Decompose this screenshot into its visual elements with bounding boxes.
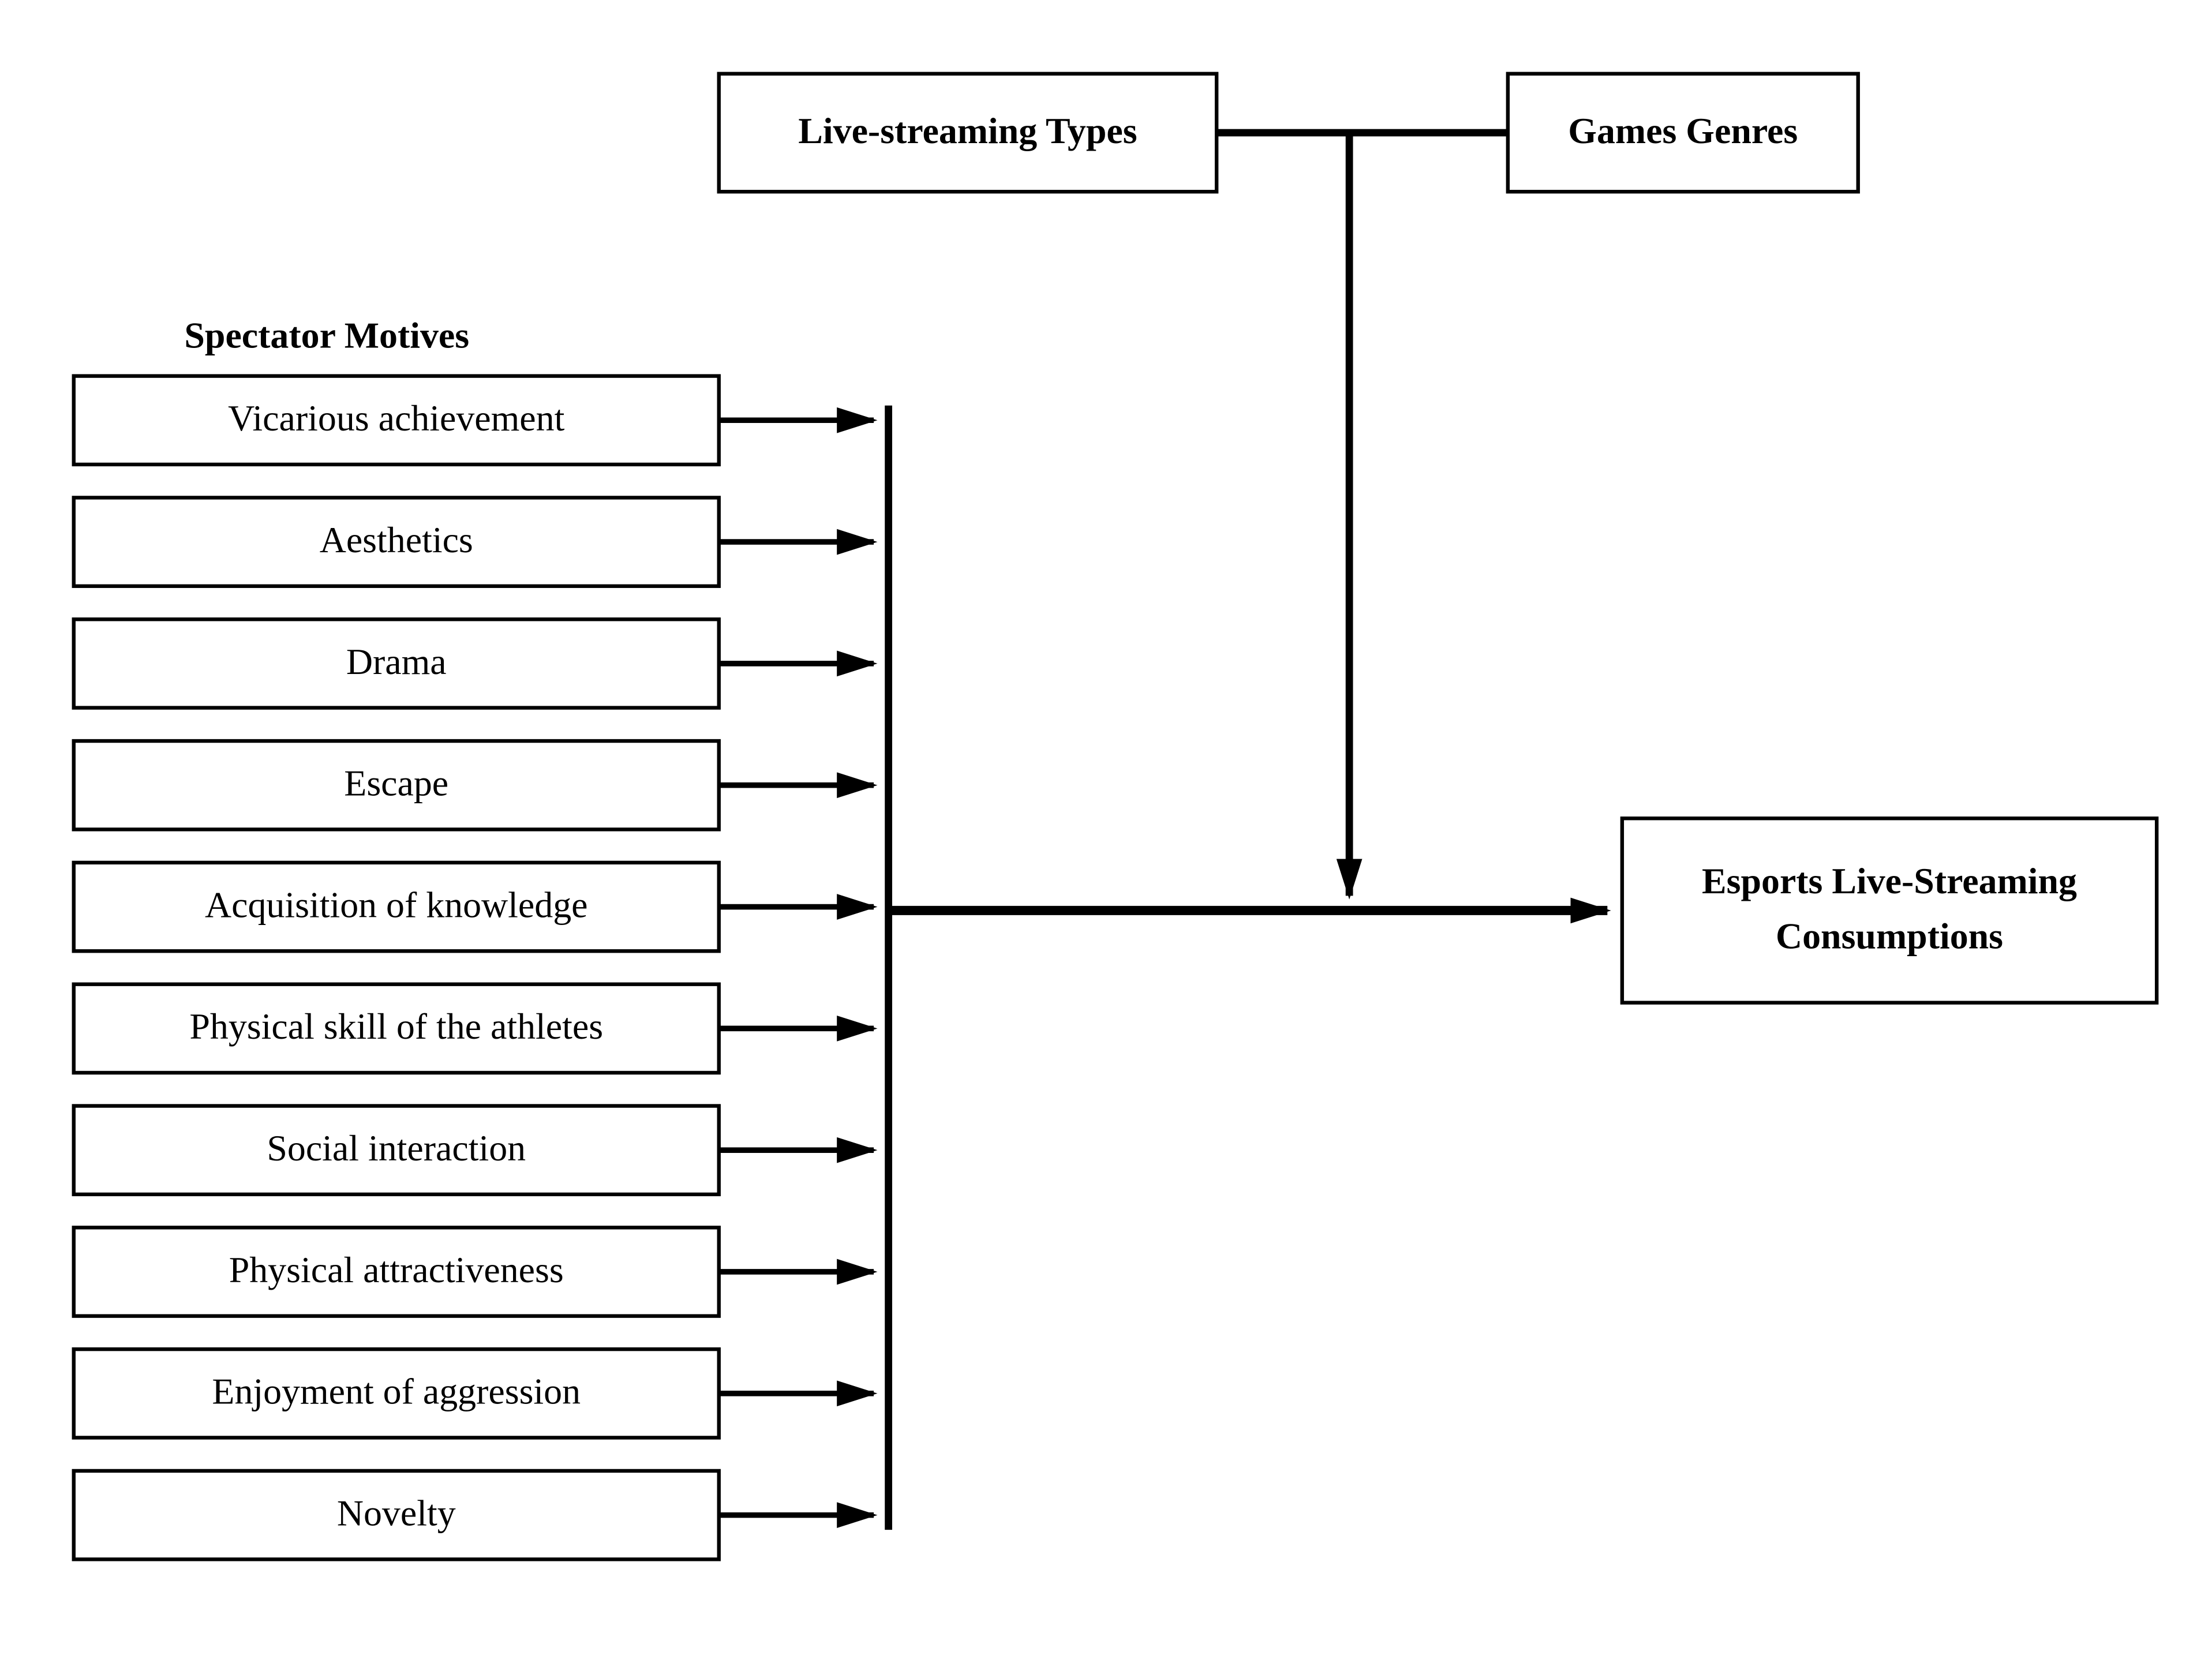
moderator-genres-label: Games Genres xyxy=(1568,110,1798,151)
motives-title: Spectator Motives xyxy=(184,314,469,355)
motive-label: Physical attractiveness xyxy=(229,1249,564,1290)
moderator-streaming-label: Live-streaming Types xyxy=(798,110,1137,151)
motive-label: Physical skill of the athletes xyxy=(189,1006,603,1047)
motive-label: Drama xyxy=(346,641,447,682)
motive-label: Aesthetics xyxy=(320,519,473,560)
motive-label: Social interaction xyxy=(267,1128,526,1169)
diagram-root: Spectator Motives Vicarious achievement Ae… xyxy=(0,0,2212,1659)
motive-label: Novelty xyxy=(337,1492,456,1533)
outcome-line2: Consumptions xyxy=(1776,916,2003,957)
outcome-line1: Esports Live-Streaming xyxy=(1702,860,2077,901)
outcome-box xyxy=(1622,818,2157,1002)
motive-label: Enjoyment of aggression xyxy=(212,1371,581,1412)
motive-label: Acquisition of knowledge xyxy=(205,884,587,925)
motive-label: Vicarious achievement xyxy=(228,398,564,439)
motive-label: Escape xyxy=(344,763,448,804)
